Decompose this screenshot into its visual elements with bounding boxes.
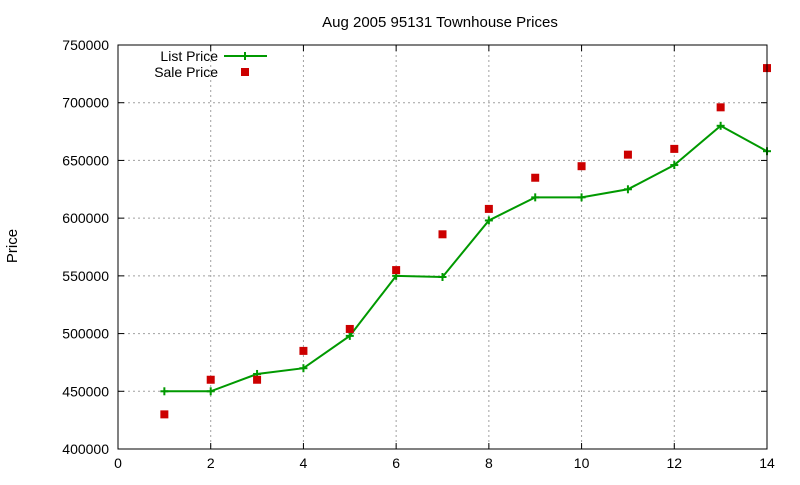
list-price-point — [623, 185, 632, 194]
sale-price-point — [484, 204, 493, 213]
x-tick-label: 2 — [207, 455, 215, 471]
sale-price-point — [716, 103, 725, 112]
x-tick-label: 0 — [114, 455, 122, 471]
x-tick-label: 8 — [485, 455, 493, 471]
grid-lines — [118, 45, 767, 449]
x-tick-label: 12 — [666, 455, 682, 471]
x-tick-label: 6 — [392, 455, 400, 471]
legend-marker-sale-price — [241, 68, 249, 76]
legend-label-list-price: List Price — [160, 48, 218, 64]
list-price-series — [160, 121, 771, 396]
list-price-point — [438, 273, 447, 282]
legend-marker-list-price — [241, 52, 249, 60]
y-tick-label: 650000 — [62, 152, 109, 168]
y-tick-label: 500000 — [62, 326, 109, 342]
sale-price-series — [160, 64, 771, 419]
plot-frame — [117, 44, 768, 450]
list-price-point — [345, 331, 354, 340]
x-tick-label: 10 — [574, 455, 590, 471]
sale-price-point — [531, 173, 540, 182]
y-tick-label: 400000 — [62, 441, 109, 457]
y-tick-label: 700000 — [62, 95, 109, 111]
sale-price-point — [299, 346, 308, 355]
axis-ticks: 0 2 4 6 8 10 12 14 400000 450000 500000 550000 60000… — [62, 37, 775, 471]
sale-price-point — [345, 324, 354, 333]
list-price-line — [164, 124, 768, 393]
chart-title: Aug 2005 95131 Townhouse Prices — [322, 14, 558, 31]
list-price-point — [670, 161, 679, 170]
y-tick-label: 750000 — [62, 37, 109, 53]
sale-price-point — [670, 144, 679, 153]
sale-price-point — [577, 162, 586, 171]
y-tick-label: 550000 — [62, 268, 109, 284]
list-price-point — [716, 121, 725, 130]
sale-price-point — [392, 266, 401, 275]
list-price-point — [531, 193, 540, 202]
data-series — [160, 64, 771, 419]
sale-price-point — [253, 375, 262, 384]
y-tick-label: 600000 — [62, 210, 109, 226]
sale-price-point — [438, 230, 447, 239]
sale-price-point — [160, 410, 169, 419]
list-price-point — [299, 364, 308, 373]
y-tick-label: 450000 — [62, 383, 109, 399]
y-axis-label: Price — [4, 229, 21, 263]
x-tick-label: 14 — [759, 455, 775, 471]
sale-price-point — [623, 150, 632, 159]
legend-label-sale-price: Sale Price — [154, 64, 218, 80]
list-price-point — [160, 387, 169, 396]
list-price-point — [577, 193, 586, 202]
sale-price-point — [206, 375, 215, 384]
list-price-point — [206, 387, 215, 396]
x-tick-label: 4 — [300, 455, 308, 471]
list-price-point — [484, 216, 493, 225]
